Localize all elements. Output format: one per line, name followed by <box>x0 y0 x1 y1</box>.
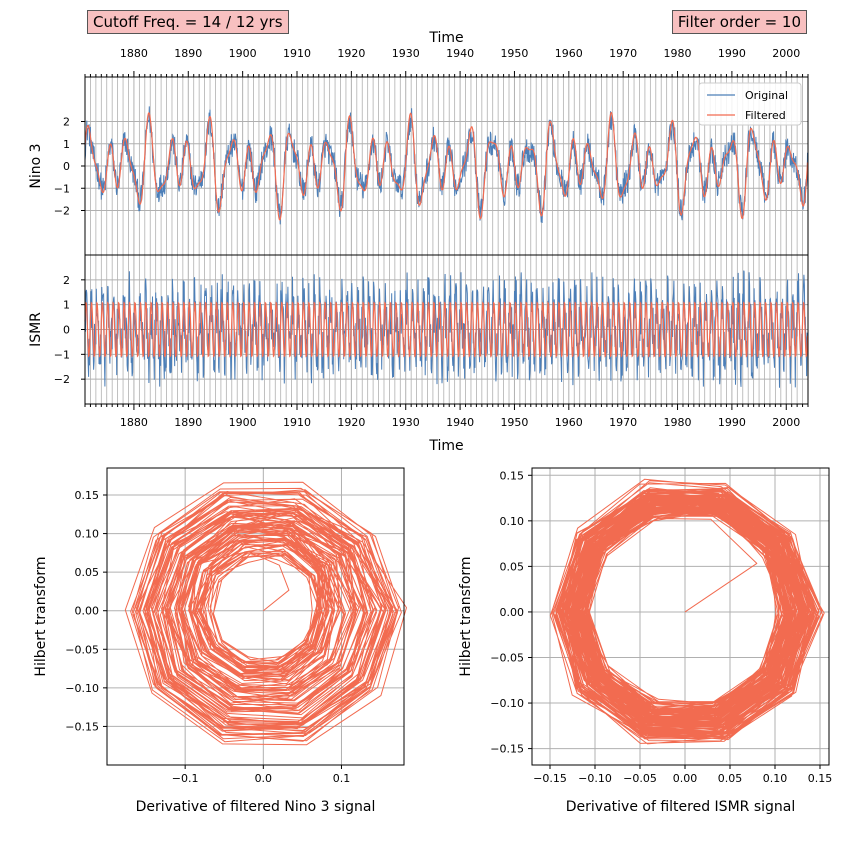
y-tick-label: −1 <box>54 348 70 361</box>
y-axis-label: Nino 3 <box>28 143 44 188</box>
x-tick-label: 1980 <box>664 416 692 429</box>
x-tick-label: −0.1 <box>172 772 199 785</box>
x-tick-label: 1880 <box>120 416 148 429</box>
x-tick-label: 1940 <box>446 416 474 429</box>
x-tick-label: 1970 <box>609 416 637 429</box>
x-axis-label: Time <box>428 438 463 454</box>
y-tick-label: 0.10 <box>500 515 525 528</box>
y-tick-label: 0.00 <box>500 606 525 619</box>
ismr-panel: −2 −1 0 1 2 ISMR 1880 1890 1900 1910 1920 1930 1940 1… <box>28 254 809 454</box>
x-axis-label: Derivative of filtered Nino 3 signal <box>136 799 376 815</box>
x-tick-label: 1960 <box>555 47 583 60</box>
x-tick-label: 1900 <box>229 47 257 60</box>
y-tick-label: 2 <box>63 116 70 129</box>
x-tick-label: 0.15 <box>808 772 833 785</box>
x-tick-label: 1910 <box>283 47 311 60</box>
x-tick-label: 0.0 <box>255 772 273 785</box>
cutoff-frequency-label: Cutoff Freq. = 14 / 12 yrs <box>87 10 289 34</box>
x-tick-label: 0.1 <box>333 772 351 785</box>
x-tick-label: 1920 <box>337 47 365 60</box>
x-tick-label: 1880 <box>120 47 148 60</box>
y-tick-label: −2 <box>54 373 70 386</box>
y-tick-label: 0.00 <box>75 605 100 618</box>
y-axis-label: Hilbert transform <box>33 556 49 676</box>
y-tick-label: 0.15 <box>75 489 100 502</box>
y-tick-label: 0.05 <box>75 566 100 579</box>
y-tick-label: −0.10 <box>490 697 524 710</box>
y-tick-label: 1 <box>63 138 70 151</box>
y-tick-label: −0.15 <box>490 743 524 756</box>
phase-trajectory <box>124 481 407 746</box>
x-tick-label: 1990 <box>718 47 746 60</box>
x-tick-label: 0.00 <box>673 772 698 785</box>
x-tick-label: 1940 <box>446 47 474 60</box>
plot-frame <box>106 467 405 766</box>
x-tick-label: 1890 <box>174 416 202 429</box>
y-tick-label: −0.05 <box>65 643 99 656</box>
y-tick-label: 0.15 <box>500 469 525 482</box>
x-tick-label: 1950 <box>500 416 528 429</box>
y-axis-label: ISMR <box>28 312 44 347</box>
x-tick-label: 0.10 <box>763 772 788 785</box>
plot-frame <box>531 467 830 766</box>
x-tick-label: 1930 <box>392 416 420 429</box>
y-tick-label: 1 <box>63 299 70 312</box>
x-tick-label: 1950 <box>500 47 528 60</box>
legend-label: Original <box>745 89 788 102</box>
x-tick-label: 2000 <box>772 47 800 60</box>
phase-trajectory <box>549 478 825 745</box>
x-tick-label: 1960 <box>555 416 583 429</box>
y-tick-label: −0.15 <box>65 720 99 733</box>
y-tick-label: −2 <box>54 205 70 218</box>
series-filtered-line <box>84 111 809 221</box>
x-tick-label: 1990 <box>718 416 746 429</box>
x-tick-label: 2000 <box>772 416 800 429</box>
nino3-panel: −2 −1 0 1 2 Nino 3 1880 1890 1900 1910 1920 1930 194… <box>28 30 809 256</box>
x-tick-label: 1930 <box>392 47 420 60</box>
x-axis-label: Derivative of filtered ISMR signal <box>566 799 795 815</box>
y-tick-label: 2 <box>63 274 70 287</box>
y-tick-label: 0.05 <box>500 560 525 573</box>
filter-order-label: Filter order = 10 <box>671 10 807 34</box>
y-tick-label: 0 <box>63 160 70 173</box>
phase-ismr-panel: −0.15 −0.10 −0.05 0.00 0.05 0.10 0.15 −0.15 −0.1… <box>458 467 833 815</box>
x-tick-label: 1980 <box>664 47 692 60</box>
y-tick-label: −1 <box>54 182 70 195</box>
y-tick-label: −0.10 <box>65 682 99 695</box>
series-filtered-line <box>84 301 809 358</box>
x-tick-label: −0.10 <box>578 772 612 785</box>
x-tick-label: 1910 <box>283 416 311 429</box>
x-tick-label: 1970 <box>609 47 637 60</box>
x-tick-label: 1920 <box>337 416 365 429</box>
x-tick-label: 1890 <box>174 47 202 60</box>
x-tick-label: 0.05 <box>718 772 743 785</box>
legend-label: Filtered <box>745 109 786 122</box>
x-axis-label: Time <box>428 30 463 46</box>
x-tick-label: −0.15 <box>533 772 567 785</box>
x-tick-label: 1900 <box>229 416 257 429</box>
y-axis-label: Hilbert transform <box>458 556 474 676</box>
y-tick-label: 0 <box>63 324 70 337</box>
y-tick-label: 0.10 <box>75 528 100 541</box>
y-tick-label: −0.05 <box>490 651 524 664</box>
phase-nino3-panel: −0.1 0.0 0.1 −0.15 −0.10 −0.05 0.00 0.05 0.10 0.1… <box>33 467 407 815</box>
x-tick-label: −0.05 <box>623 772 657 785</box>
